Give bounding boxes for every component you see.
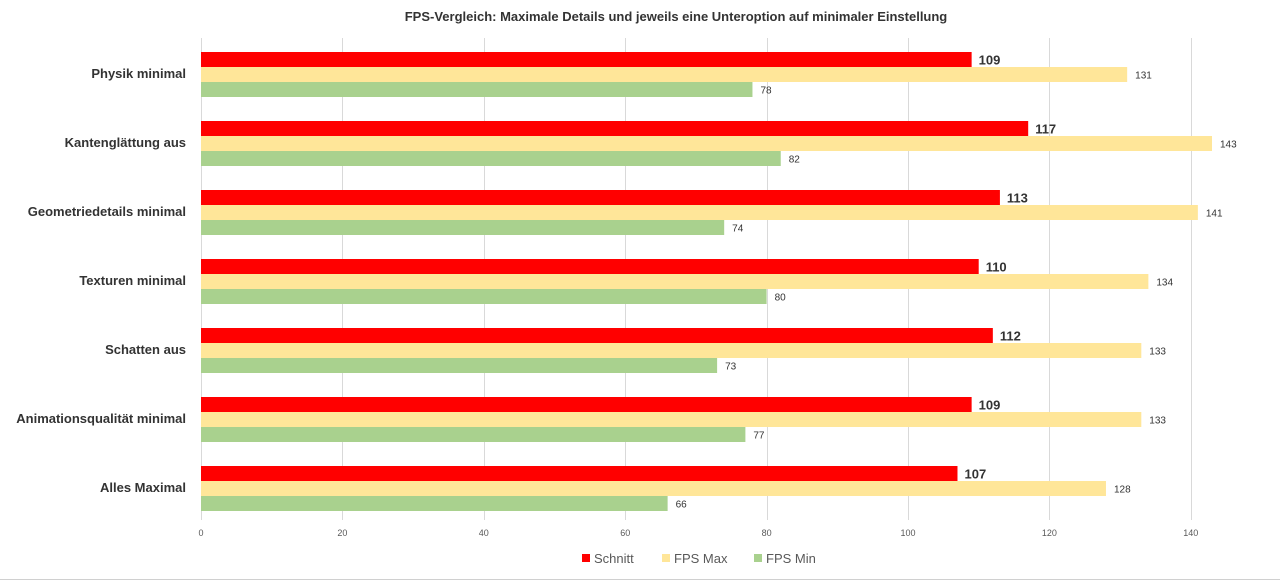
bar-fps-max xyxy=(201,205,1198,220)
bar-schnitt xyxy=(201,397,972,412)
bar-fps-min xyxy=(201,82,753,97)
data-label: 133 xyxy=(1149,347,1166,358)
category-label: Texturen minimal xyxy=(79,273,186,288)
bar-fps-max xyxy=(201,343,1142,358)
x-tick-label: 140 xyxy=(1183,528,1198,538)
data-label: 131 xyxy=(1135,71,1152,82)
data-label: 133 xyxy=(1149,416,1166,427)
category-label: Animationsqualität minimal xyxy=(16,411,186,426)
legend-swatch xyxy=(754,554,762,562)
bar-schnitt xyxy=(201,190,1000,205)
bar-fps-max xyxy=(201,481,1106,496)
bar-fps-min xyxy=(201,427,746,442)
bar-fps-min xyxy=(201,496,668,511)
bar-fps-max xyxy=(201,136,1213,151)
data-label: 128 xyxy=(1114,485,1131,496)
data-label: 109 xyxy=(979,53,1001,68)
data-label: 112 xyxy=(1000,329,1021,344)
bar-fps-max xyxy=(201,67,1128,82)
category-label: Alles Maximal xyxy=(100,480,186,495)
data-label: 66 xyxy=(676,500,688,511)
bar-series xyxy=(201,52,1213,511)
data-label: 134 xyxy=(1156,278,1173,289)
data-label: 74 xyxy=(732,224,744,235)
x-axis-tick-labels: 0 20 40 60 80 100 120 140 xyxy=(198,528,1198,538)
x-tick-label: 120 xyxy=(1042,528,1057,538)
x-tick-label: 0 xyxy=(198,528,203,538)
x-tick-label: 100 xyxy=(900,528,915,538)
data-label: 77 xyxy=(753,431,765,442)
x-tick-label: 60 xyxy=(620,528,630,538)
data-label: 80 xyxy=(775,293,787,304)
x-tick-label: 40 xyxy=(479,528,489,538)
legend-label: FPS Max xyxy=(674,551,728,566)
bar-schnitt xyxy=(201,121,1029,136)
bar-schnitt xyxy=(201,466,958,481)
bar-schnitt xyxy=(201,52,972,67)
data-label: 141 xyxy=(1206,209,1223,220)
bar-fps-min xyxy=(201,289,767,304)
bar-fps-max xyxy=(201,412,1142,427)
data-label: 107 xyxy=(964,467,986,482)
data-label: 117 xyxy=(1035,122,1056,137)
category-label: Kantenglättung aus xyxy=(65,135,186,150)
bar-fps-min xyxy=(201,151,781,166)
bar-fps-max xyxy=(201,274,1149,289)
legend-label: FPS Min xyxy=(766,551,816,566)
x-tick-label: 20 xyxy=(337,528,347,538)
data-label: 110 xyxy=(986,260,1007,275)
category-labels: Physik minimal Kantenglättung aus Geometri… xyxy=(16,66,186,495)
category-label: Geometriedetails minimal xyxy=(28,204,186,219)
data-label: 78 xyxy=(760,86,772,97)
legend-swatch xyxy=(662,554,670,562)
data-label: 73 xyxy=(725,362,737,373)
data-label: 109 xyxy=(979,398,1001,413)
bar-schnitt xyxy=(201,259,979,274)
category-label: Schatten aus xyxy=(105,342,186,357)
legend-swatch xyxy=(582,554,590,562)
data-label: 143 xyxy=(1220,140,1237,151)
data-labels: 109 131 78 117 143 82 113 141 74 110 134 80 112 133 73… xyxy=(676,53,1238,511)
legend-label: Schnitt xyxy=(594,551,634,566)
bar-schnitt xyxy=(201,328,993,343)
legend: Schnitt FPS Max FPS Min xyxy=(582,551,816,566)
chart-title: FPS-Vergleich: Maximale Details und jewe… xyxy=(405,9,948,24)
data-label: 113 xyxy=(1007,191,1028,206)
data-label: 82 xyxy=(789,155,801,166)
bar-fps-min xyxy=(201,220,725,235)
category-label: Physik minimal xyxy=(91,66,186,81)
x-tick-label: 80 xyxy=(762,528,772,538)
bar-fps-min xyxy=(201,358,718,373)
